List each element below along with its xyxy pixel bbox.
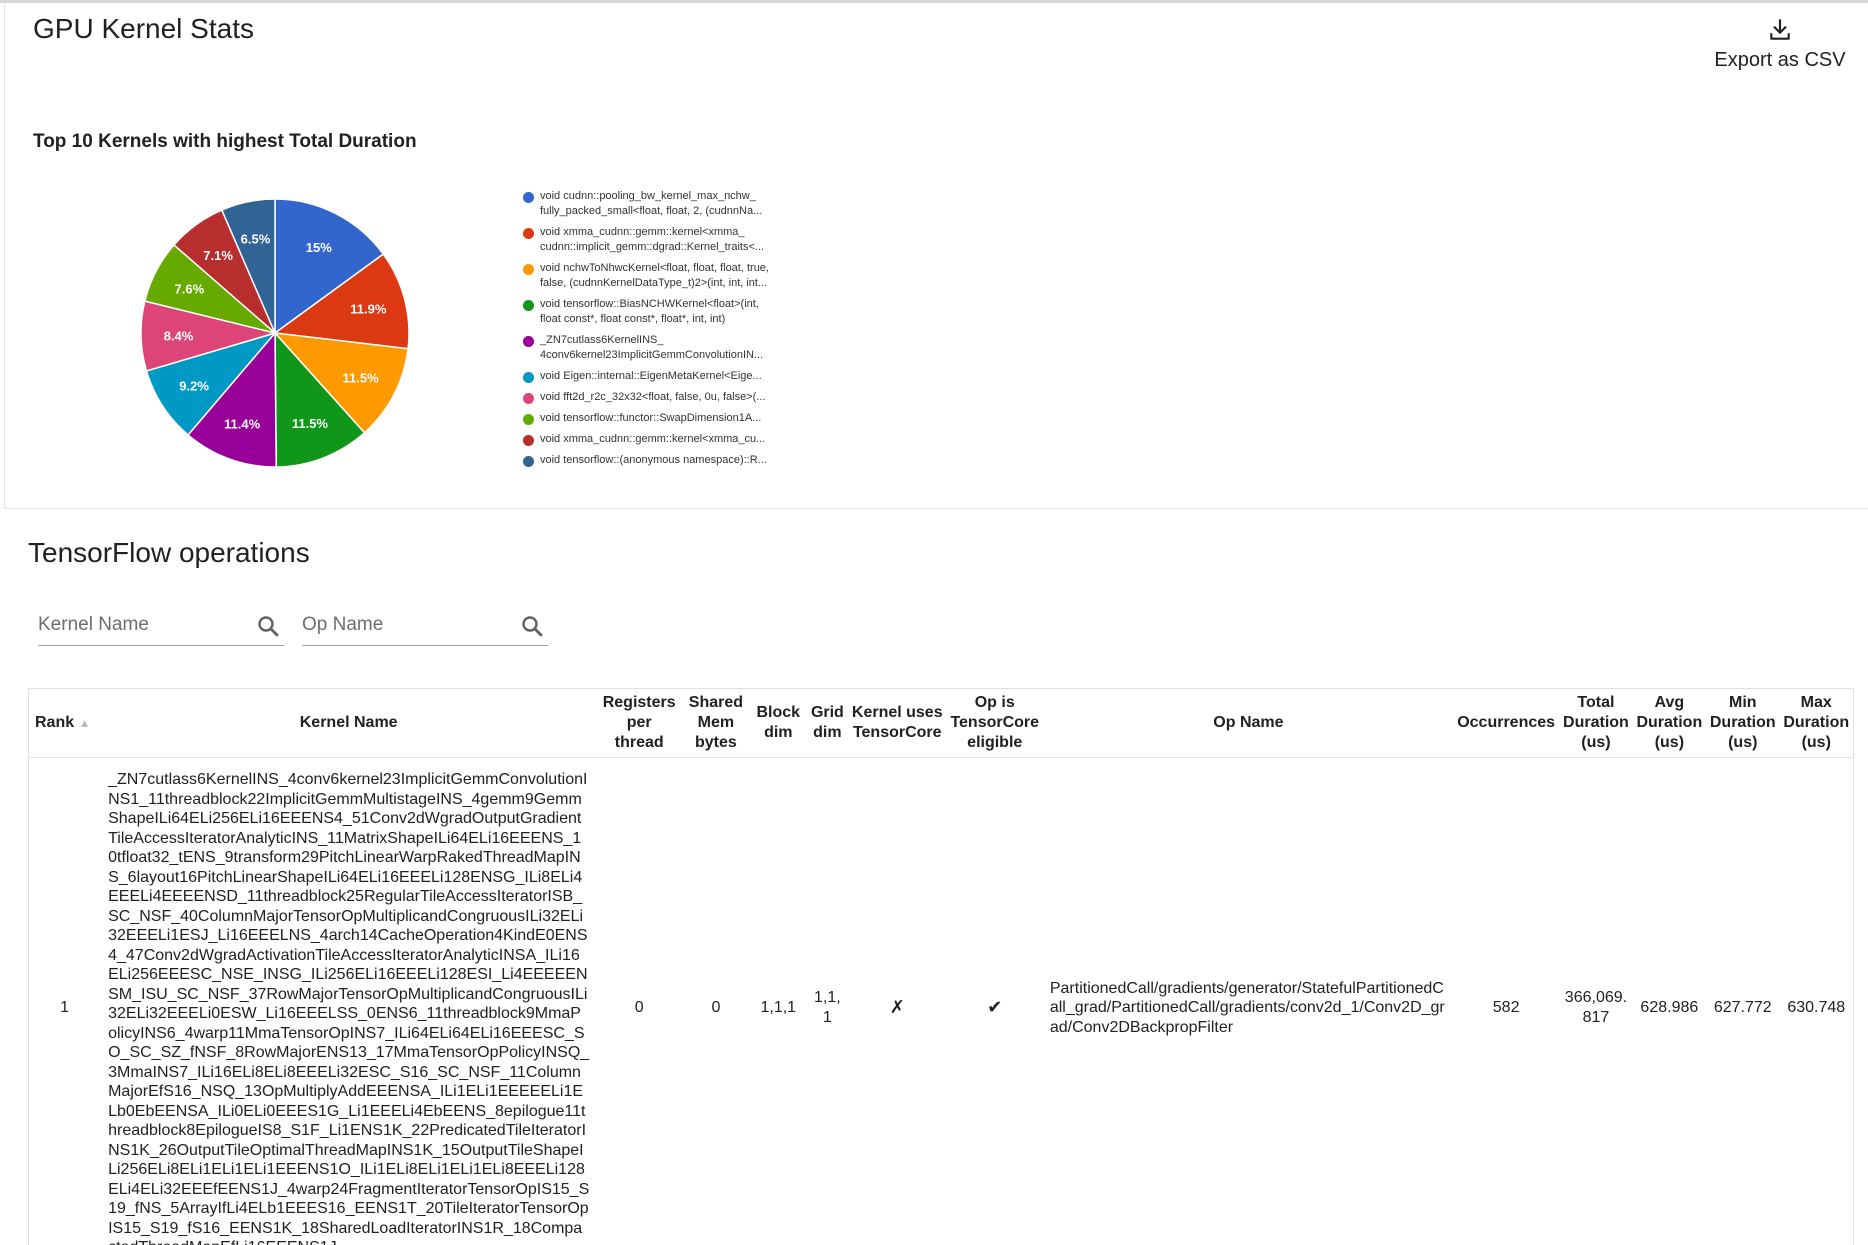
legend-color-dot xyxy=(523,192,534,203)
kernel-stats-table: Rank ▲ Kernel Name Registers per thread … xyxy=(28,688,1854,1245)
cell-op-name: PartitionedCall/gradients/generator/Stat… xyxy=(1049,979,1445,1036)
legend-item[interactable]: void Eigen::internal::EigenMetaKernel<Ei… xyxy=(523,369,803,384)
pie-slice-10[interactable] xyxy=(220,198,276,334)
legend-item[interactable]: void tensorflow::BiasNCHWKernel<float>(i… xyxy=(523,297,803,327)
legend-color-dot xyxy=(523,414,534,425)
cell-avg-duration: 628.986 xyxy=(1640,999,1699,1016)
legend-label: _ZN7cutlass6KernelINS_ 4conv6kernel23Imp… xyxy=(540,334,764,361)
chart-title: Top 10 Kernels with highest Total Durati… xyxy=(33,131,417,152)
cell-registers: 0 xyxy=(634,999,644,1016)
pie-slice-label: 15% xyxy=(306,240,332,255)
column-header-block-dim[interactable]: Block dim xyxy=(750,688,806,758)
pie-slice-label: 7.1% xyxy=(203,248,233,263)
rank-header-label: Rank xyxy=(35,714,75,731)
sort-arrow-icon: ▲ xyxy=(78,716,91,730)
legend-color-dot xyxy=(523,228,534,239)
page-title: GPU Kernel Stats xyxy=(33,13,254,44)
kernel-name-filter xyxy=(38,608,284,646)
legend-label: void xmma_cudnn::gemm::kernel<xmma_cu... xyxy=(540,433,766,445)
cell-block-dim: 1,1,1 xyxy=(760,999,797,1016)
pie-slice-5[interactable] xyxy=(186,330,278,468)
cell-kernel-name: _ZN7cutlass6KernelINS_4conv6kernel23Impl… xyxy=(108,771,590,1245)
legend-color-dot xyxy=(523,336,534,347)
table-row: 1 _ZN7cutlass6KernelINS_4conv6kernel23Im… xyxy=(29,758,1854,1245)
search-icon[interactable] xyxy=(520,614,544,643)
column-header-occurrences[interactable]: Occurrences xyxy=(1453,688,1560,758)
pie-slice-label: 11.5% xyxy=(292,416,329,431)
column-header-min-duration[interactable]: Min Duration (us) xyxy=(1706,688,1780,758)
legend-label: void cudnn::pooling_bw_kernel_max_nchw_ … xyxy=(540,190,763,217)
pie-slice-label: 6.5% xyxy=(241,232,271,247)
legend-color-dot xyxy=(523,435,534,446)
pie-slice-2[interactable] xyxy=(273,253,410,350)
legend-label: void Eigen::internal::EigenMetaKernel<Ei… xyxy=(540,370,762,382)
pie-slice-label: 7.6% xyxy=(175,282,205,297)
legend-label: void tensorflow::(anonymous namespace)::… xyxy=(540,454,767,466)
pie-slice-label: 8.4% xyxy=(164,328,194,343)
legend-item[interactable]: void fft2d_r2c_32x32<float, false, 0u, f… xyxy=(523,390,803,405)
legend-item[interactable]: void tensorflow::(anonymous namespace)::… xyxy=(523,453,803,468)
legend-color-dot xyxy=(523,264,534,275)
legend-item[interactable]: void nchwToNhwcKernel<float, float, floa… xyxy=(523,261,803,291)
legend-color-dot xyxy=(523,372,534,383)
pie-chart-legend: void cudnn::pooling_bw_kernel_max_nchw_ … xyxy=(523,189,803,474)
cell-occurrences: 582 xyxy=(1492,999,1520,1016)
column-header-max-duration[interactable]: Max Duration (us) xyxy=(1779,688,1854,758)
search-icon[interactable] xyxy=(256,614,280,643)
pie-slice-label: 11.9% xyxy=(350,302,387,317)
column-header-uses-tensorcore[interactable]: Kernel uses TensorCore xyxy=(848,688,946,758)
legend-item[interactable]: _ZN7cutlass6KernelINS_ 4conv6kernel23Imp… xyxy=(523,333,803,363)
legend-item[interactable]: void tensorflow::functor::SwapDimension1… xyxy=(523,411,803,426)
legend-color-dot xyxy=(523,300,534,311)
pie-slice-label: 11.4% xyxy=(224,417,261,432)
cell-rank: 1 xyxy=(60,999,69,1016)
legend-label: void nchwToNhwcKernel<float, float, floa… xyxy=(540,262,769,289)
section-title: TensorFlow operations xyxy=(28,537,310,568)
op-name-input[interactable] xyxy=(302,608,502,642)
legend-label: void xmma_cudnn::gemm::kernel<xmma_ cudn… xyxy=(540,226,765,253)
top-border xyxy=(0,0,1868,3)
column-header-tensorcore-eligible[interactable]: Op is TensorCore eligible xyxy=(945,688,1044,758)
cell-total-duration: 366,069. 817 xyxy=(1564,989,1628,1026)
pie-slice-3[interactable] xyxy=(273,332,409,434)
column-header-op-name[interactable]: Op Name xyxy=(1043,688,1454,758)
pie-slice-label: 11.5% xyxy=(343,370,380,385)
legend-label: void fft2d_r2c_32x32<float, false, 0u, f… xyxy=(540,391,766,403)
gpu-kernel-stats-card: GPU Kernel Stats Export as CSV Top 10 Ke… xyxy=(4,3,1868,509)
column-header-kernel-name[interactable]: Kernel Name xyxy=(100,688,598,758)
cell-tensorcore-eligible: ✔ xyxy=(987,997,1003,1017)
column-header-grid-dim[interactable]: Grid dim xyxy=(805,688,849,758)
kernel-duration-pie-chart: 15% 11.9% 11.5% 11.5% 11.4% 9.2% 8.4% 7.6% 7.1% 6… xyxy=(140,198,410,468)
cell-uses-tensorcore: ✗ xyxy=(889,997,905,1017)
kernel-name-input[interactable] xyxy=(38,608,238,642)
pie-slice-label: 9.2% xyxy=(179,379,209,394)
op-name-filter xyxy=(302,608,548,646)
pie-slice-6[interactable] xyxy=(145,331,278,437)
legend-item[interactable]: void xmma_cudnn::gemm::kernel<xmma_ cudn… xyxy=(523,225,803,255)
column-header-registers[interactable]: Registers per thread xyxy=(597,688,682,758)
export-csv-button[interactable]: Export as CSV xyxy=(1705,17,1855,72)
cell-shared-mem: 0 xyxy=(711,999,721,1016)
export-csv-label: Export as CSV xyxy=(1714,49,1846,71)
legend-item[interactable]: void xmma_cudnn::gemm::kernel<xmma_cu... xyxy=(523,432,803,447)
table-header-row: Rank ▲ Kernel Name Registers per thread … xyxy=(28,688,1854,758)
legend-color-dot xyxy=(523,393,534,404)
pie-slice-4[interactable] xyxy=(274,331,366,468)
column-header-total-duration[interactable]: Total Duration (us) xyxy=(1559,688,1633,758)
column-header-avg-duration[interactable]: Avg Duration (us) xyxy=(1632,688,1707,758)
pie-slice-1[interactable] xyxy=(274,198,385,335)
legend-color-dot xyxy=(523,456,534,467)
legend-label: void tensorflow::BiasNCHWKernel<float>(i… xyxy=(540,298,759,325)
cell-max-duration: 630.748 xyxy=(1787,999,1846,1016)
legend-label: void tensorflow::functor::SwapDimension1… xyxy=(540,412,762,424)
column-header-rank[interactable]: Rank ▲ xyxy=(28,688,101,758)
download-icon xyxy=(1705,17,1855,43)
cell-grid-dim: 1,1, 1 xyxy=(814,989,841,1026)
legend-item[interactable]: void cudnn::pooling_bw_kernel_max_nchw_ … xyxy=(523,189,803,219)
cell-min-duration: 627.772 xyxy=(1713,999,1772,1016)
column-header-shared-mem[interactable]: Shared Mem bytes xyxy=(681,688,751,758)
